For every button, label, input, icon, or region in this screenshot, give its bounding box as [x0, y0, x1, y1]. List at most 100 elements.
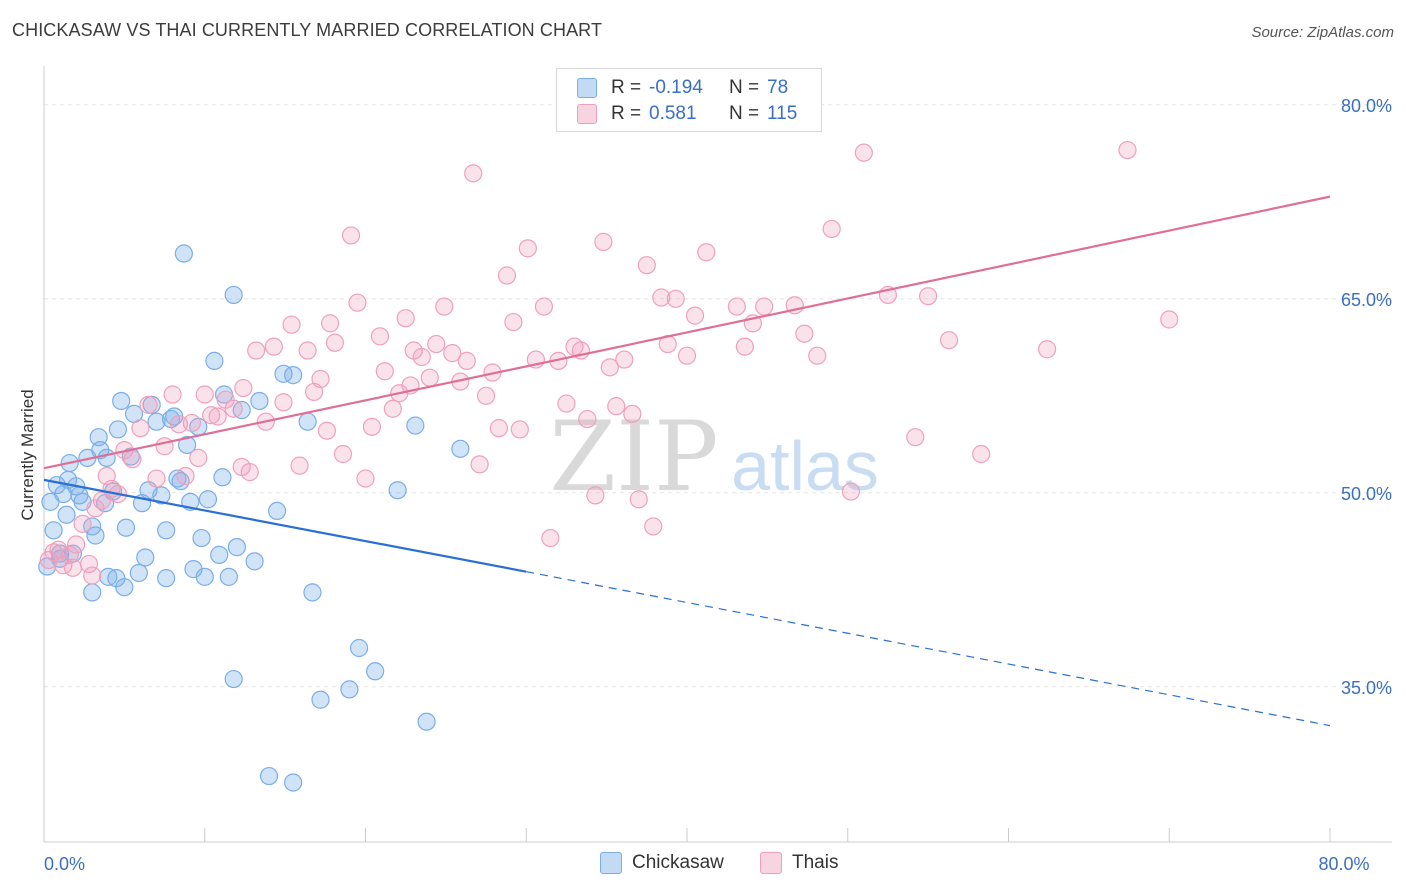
point-chickasaw [115, 578, 134, 597]
point-thais [510, 420, 529, 439]
point-thais [317, 421, 337, 440]
axes [43, 66, 1392, 843]
point-thais [234, 378, 253, 398]
point-thais [348, 293, 367, 312]
point-thais [637, 256, 656, 275]
point-thais [685, 306, 705, 325]
point-chickasaw [205, 351, 224, 370]
legend-item-thais[interactable]: Thais [760, 852, 838, 874]
point-chickasaw [267, 501, 287, 521]
n-label: N = [729, 77, 760, 98]
point-chickasaw [303, 583, 322, 602]
point-thais [1160, 310, 1179, 329]
point-chickasaw [224, 285, 243, 305]
legend-stats: R = -0.194 N = 78 R = 0.581 N = 115 [556, 68, 822, 132]
point-thais [586, 486, 605, 505]
point-chickasaw [298, 412, 317, 431]
point-chickasaw [129, 563, 148, 583]
point-thais [497, 266, 517, 285]
point-thais [123, 450, 142, 469]
r-label: R = [611, 103, 642, 124]
point-thais [755, 297, 774, 316]
point-thais [333, 444, 353, 464]
legend-label-thais: Thais [792, 852, 839, 873]
point-chickasaw [274, 364, 293, 383]
point-thais [247, 341, 266, 360]
point-chickasaw [171, 472, 190, 491]
legend-swatch-thais [760, 852, 782, 874]
source-label: Source: ZipAtlas.com [1251, 24, 1394, 41]
point-chickasaw [116, 518, 136, 537]
legend-label-chickasaw: Chickasaw [632, 852, 724, 873]
point-chickasaw [210, 545, 229, 564]
point-thais [666, 289, 685, 308]
point-chickasaw [97, 448, 116, 467]
point-thais [470, 455, 489, 474]
point-chickasaw [311, 690, 330, 709]
point-thais [282, 315, 301, 334]
point-chickasaw [340, 680, 359, 699]
point-thais [264, 337, 283, 356]
point-chickasaw [57, 505, 76, 524]
point-thais [92, 491, 111, 510]
point-thais [396, 309, 415, 328]
point-chickasaw [284, 773, 303, 792]
point-thais [629, 490, 648, 509]
point-thais [375, 362, 394, 381]
point-chickasaw [259, 766, 279, 786]
point-thais [808, 346, 827, 365]
y-tick-label: 50.0% [1341, 484, 1392, 504]
point-thais [325, 333, 345, 352]
point-thais [489, 419, 509, 438]
point-thais [341, 226, 361, 245]
point-chickasaw [388, 481, 407, 500]
point-thais [155, 437, 174, 456]
point-thais [311, 369, 330, 389]
point-thais [677, 346, 697, 365]
n-label: N = [729, 103, 760, 124]
trend-lines [43, 195, 1331, 727]
point-chickasaw [250, 391, 269, 411]
point-chickasaw [136, 548, 155, 567]
point-thais [83, 566, 102, 585]
point-chickasaw [157, 569, 176, 588]
point-chickasaw [451, 439, 470, 458]
point-chickasaw [152, 486, 171, 505]
point-chickasaw [198, 490, 218, 509]
point-thais [578, 409, 597, 429]
point-thais [1118, 140, 1137, 160]
point-chickasaw [349, 638, 369, 658]
point-thais [131, 419, 150, 438]
point-thais [476, 386, 496, 405]
point-chickasaw [213, 468, 232, 487]
point-chickasaw [108, 420, 128, 439]
point-thais [534, 297, 554, 316]
point-thais [623, 404, 642, 424]
point-thais [1037, 340, 1057, 359]
watermark-zip: ZIP [549, 401, 718, 513]
point-thais [906, 428, 925, 447]
n-value: 115 [767, 103, 798, 124]
point-thais [457, 351, 476, 370]
point-thais [607, 397, 626, 416]
y-tick-label: 80.0% [1341, 96, 1392, 116]
watermark-atlas: atlas [731, 427, 879, 505]
x-tick-label: 0.0% [44, 854, 85, 874]
point-thais [435, 297, 454, 316]
point-thais [73, 514, 92, 533]
trend-line-thais [43, 195, 1331, 470]
legend-item-chickasaw[interactable]: Chickasaw [600, 852, 724, 874]
point-chickasaw [417, 712, 436, 731]
point-thais [972, 444, 991, 464]
point-thais [822, 219, 841, 239]
point-thais [383, 399, 402, 418]
point-thais [644, 517, 663, 536]
point-thais [290, 456, 309, 475]
point-chickasaw [224, 669, 243, 689]
point-thais [176, 466, 195, 486]
chart-title: CHICKASAW VS THAI CURRENTLY MARRIED CORR… [12, 20, 603, 40]
point-chickasaw [174, 244, 193, 263]
point-chickasaw [177, 435, 197, 455]
point-chickasaw [86, 526, 105, 545]
